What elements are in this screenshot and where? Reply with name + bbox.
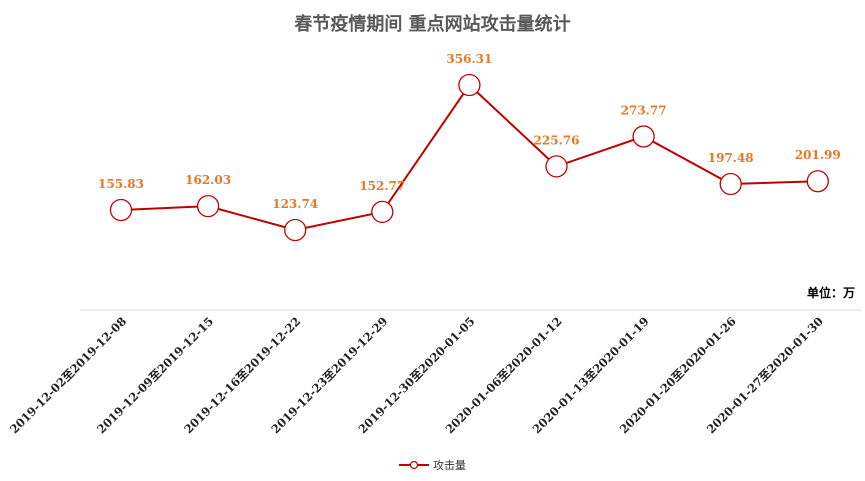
data-point (806, 170, 829, 193)
data-point (545, 155, 568, 178)
data-label: 225.76 (534, 133, 580, 147)
data-label: 123.74 (272, 197, 318, 211)
data-label: 155.83 (98, 177, 144, 191)
data-label: 273.77 (621, 103, 667, 117)
legend-line-marker-icon (399, 460, 429, 470)
data-label: 152.77 (359, 179, 405, 193)
data-point (371, 200, 394, 224)
data-label: 356.31 (446, 52, 492, 66)
data-point (458, 73, 481, 97)
data-point (284, 218, 307, 242)
data-point (719, 172, 742, 196)
unit-label: 单位：万 (806, 286, 855, 300)
data-label: 201.99 (795, 148, 841, 162)
data-point (196, 194, 220, 218)
data-label: 197.48 (708, 151, 754, 165)
chart-title: 春节疫情期间 重点网站攻击量统计 (294, 14, 571, 35)
data-point (632, 125, 655, 148)
data-label: 162.03 (185, 173, 231, 187)
legend-series-label: 攻击量 (433, 459, 466, 472)
legend: 攻击量 (0, 457, 865, 473)
data-point (109, 198, 133, 222)
